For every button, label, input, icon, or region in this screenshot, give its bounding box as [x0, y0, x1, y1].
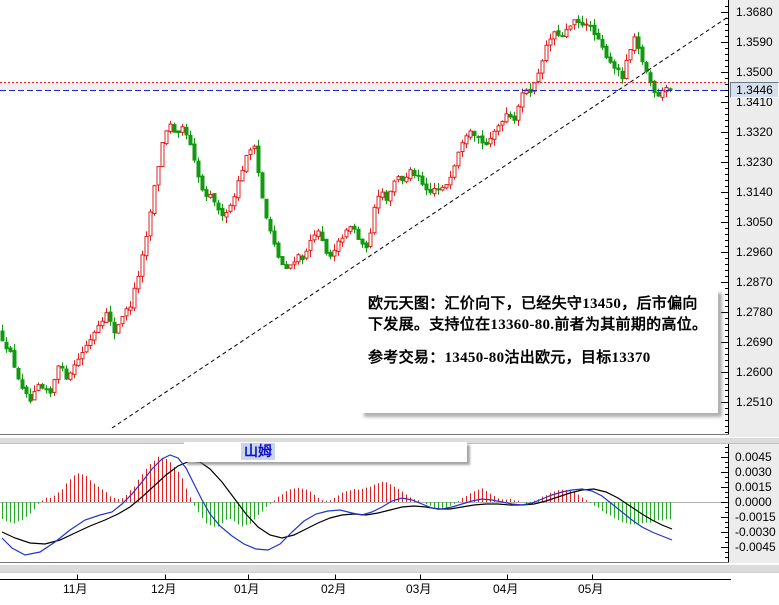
indicator-axis-label: 0.0045: [735, 450, 772, 464]
slow-line: [1, 460, 673, 545]
axes-layer: [0, 0, 731, 580]
price-axis-label: 1.3500: [736, 65, 773, 79]
price-axis-label: 1.2870: [736, 275, 773, 289]
level-shadow-band: [0, 82, 729, 91]
price-axis-label: 1.3590: [736, 35, 773, 49]
time-axis-label: 05月: [578, 582, 604, 596]
price-panel[interactable]: [0, 15, 729, 429]
price-axis-label: 1.3410: [736, 95, 773, 109]
indicator-axis-label: -0.0045: [735, 540, 776, 554]
time-axis-label: 12月: [151, 582, 177, 596]
price-axis-label: 1.3320: [736, 125, 773, 139]
indicator-axis-label: 0.0030: [735, 465, 772, 479]
time-axis-label: 03月: [406, 582, 432, 596]
indicator-axis-label: -0.0015: [735, 510, 776, 524]
price-axis-label: 1.2510: [736, 395, 773, 409]
fast-line: [1, 454, 673, 556]
time-axis-label: 02月: [321, 582, 347, 596]
panel-splitter-bottom[interactable]: [0, 564, 779, 573]
price-axis-label: 1.2960: [736, 245, 773, 259]
indicator-axis-label: 0.0000: [735, 495, 772, 509]
price-axis-label: 1.3680: [736, 5, 773, 19]
price-axis-label: 1.3050: [736, 215, 773, 229]
analysis-note-paragraph-2: 参考交易：13450-80沽出欧元，目标13370: [368, 350, 651, 366]
indicator-axis-label: -0.0030: [735, 525, 776, 539]
histogram-layer: [2, 456, 671, 527]
price-axis-label: 1.2690: [736, 335, 773, 349]
indicator-panel[interactable]: [0, 454, 729, 556]
time-axis-label: 04月: [493, 582, 519, 596]
price-axis-label: 1.2780: [736, 305, 773, 319]
analysis-note-paragraph-1: 欧元天图：汇价向下，已经失守13450，后市偏向下发展。支持位在13360-80…: [368, 296, 708, 333]
price-axis-label: 1.2600: [736, 365, 773, 379]
current-price-badge: 1.3446: [730, 82, 779, 98]
analysis-note-box[interactable]: 欧元天图：汇价向下，已经失守13450，后市偏向下发展。支持位在13360-80…: [360, 289, 718, 413]
indicator-axis-label: 0.0015: [735, 480, 772, 494]
indicator-title-label: 山姆: [241, 443, 275, 460]
trend-line[interactable]: [111, 16, 729, 429]
indicator-title-box[interactable]: 山姆: [184, 442, 467, 462]
time-axis-label: 01月: [234, 582, 260, 596]
price-axis-label: 1.3140: [736, 185, 773, 199]
price-axis-label: 1.3230: [736, 155, 773, 169]
time-axis-label: 11月: [63, 582, 88, 596]
